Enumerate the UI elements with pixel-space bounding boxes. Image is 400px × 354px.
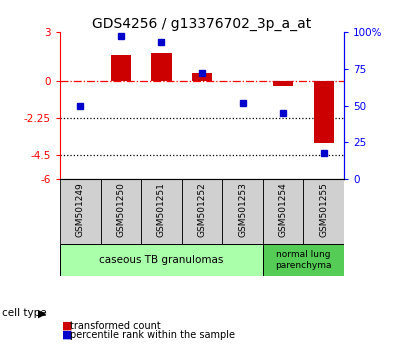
Text: ▶: ▶ xyxy=(38,308,46,318)
Bar xyxy=(222,179,263,244)
Bar xyxy=(273,81,293,86)
Text: caseous TB granulomas: caseous TB granulomas xyxy=(99,255,224,265)
Text: ■: ■ xyxy=(62,330,72,339)
Title: GDS4256 / g13376702_3p_a_at: GDS4256 / g13376702_3p_a_at xyxy=(92,17,312,31)
Text: GSM501251: GSM501251 xyxy=(157,183,166,238)
Bar xyxy=(60,244,263,276)
Bar xyxy=(263,244,344,276)
Bar xyxy=(314,81,334,143)
Bar xyxy=(192,73,212,81)
Bar xyxy=(304,179,344,244)
Text: GSM501253: GSM501253 xyxy=(238,183,247,238)
Text: GSM501252: GSM501252 xyxy=(198,183,206,237)
Text: ■: ■ xyxy=(62,321,72,331)
Bar xyxy=(141,179,182,244)
Text: GSM501254: GSM501254 xyxy=(279,183,288,237)
Text: cell type: cell type xyxy=(2,308,47,318)
Bar xyxy=(263,179,304,244)
Text: GSM501250: GSM501250 xyxy=(116,183,125,238)
Bar xyxy=(182,179,222,244)
Text: GSM501249: GSM501249 xyxy=(76,183,85,237)
Bar xyxy=(100,179,141,244)
Bar xyxy=(111,55,131,81)
Text: GSM501255: GSM501255 xyxy=(319,183,328,238)
Text: transformed count: transformed count xyxy=(70,321,161,331)
Bar xyxy=(60,179,100,244)
Text: normal lung
parenchyma: normal lung parenchyma xyxy=(275,250,332,270)
Text: percentile rank within the sample: percentile rank within the sample xyxy=(70,330,235,339)
Bar xyxy=(151,53,172,81)
